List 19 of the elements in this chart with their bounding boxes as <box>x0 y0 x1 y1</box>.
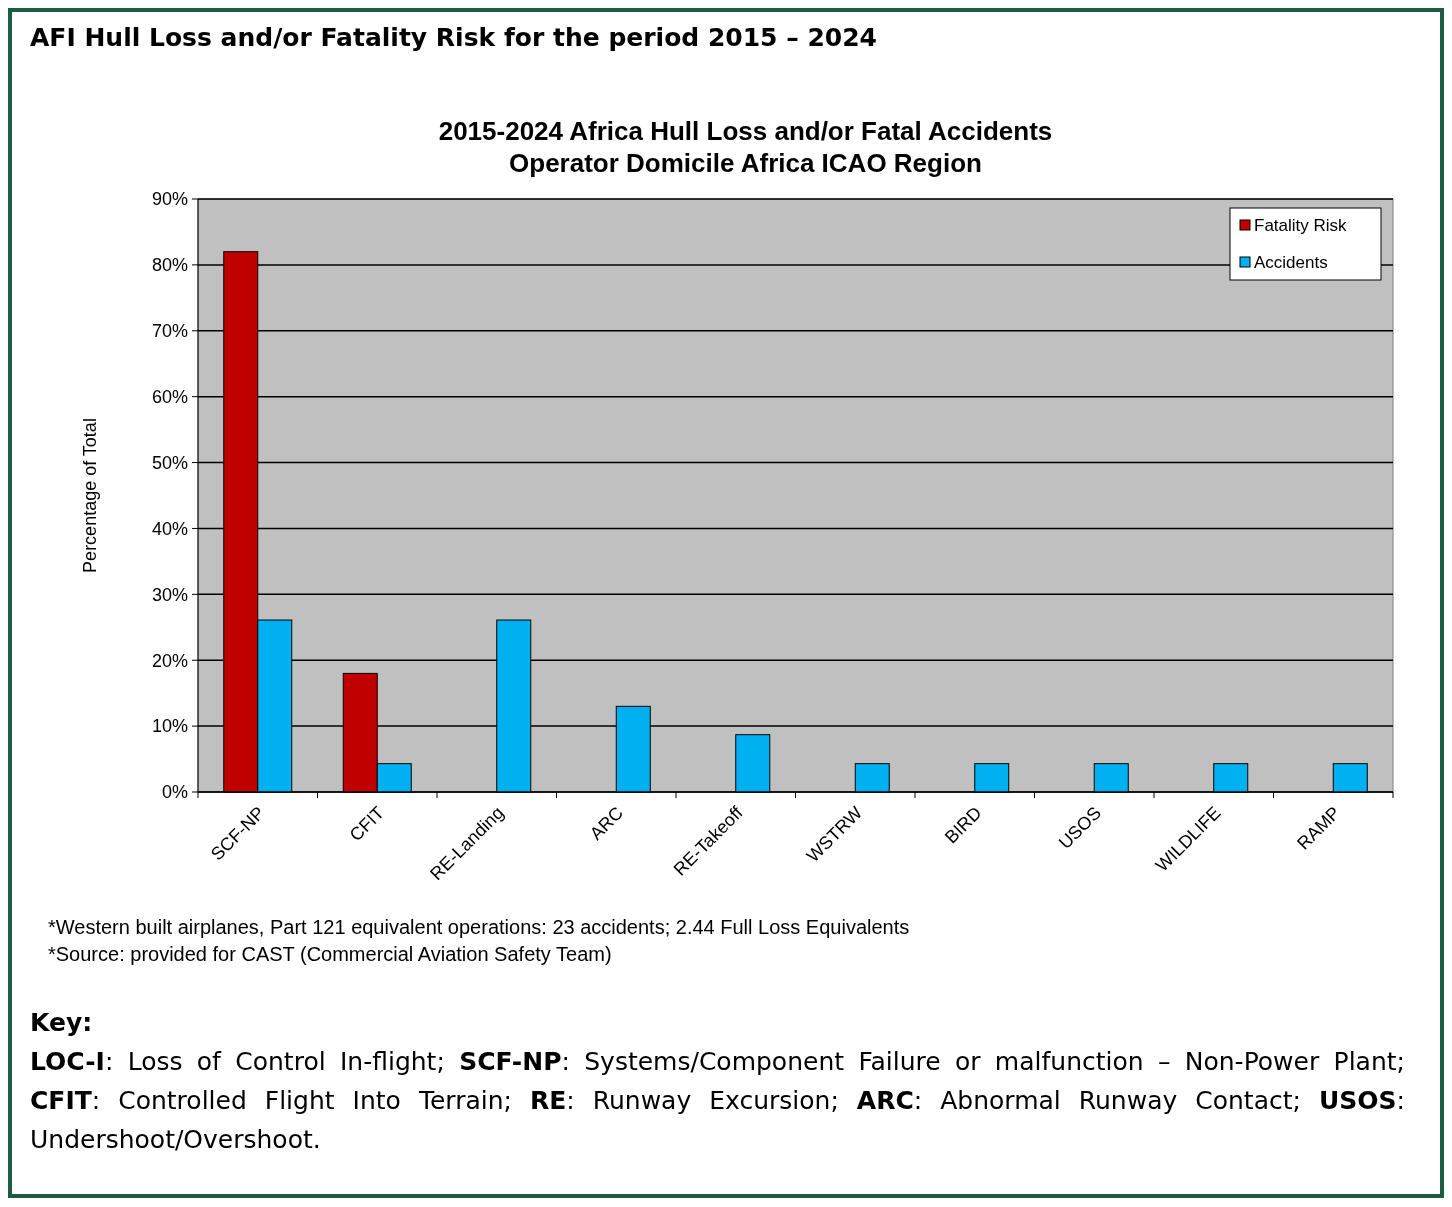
y-tick-label: 60% <box>151 386 188 407</box>
y-tick-label: 10% <box>151 716 188 737</box>
y-tick-label: 50% <box>151 452 188 473</box>
y-tick-label: 80% <box>151 255 188 276</box>
chart-title: AFI Hull Loss and/or Fatality Risk for the period 2015 – 2024 <box>30 23 877 52</box>
y-tick-label: 30% <box>151 584 188 605</box>
y-tick-label: 70% <box>151 321 188 342</box>
legend-label: Accidents <box>1254 252 1328 272</box>
text: *Western built airplanes, Part 121 equivalent operations: 23 accidents; 2.44 Full Loss Equivalents <box>48 916 910 938</box>
y-axis-title: Percentage of Total <box>80 418 100 573</box>
text: LOC-I: Loss of Control In-flight; SCF-NP: Systems/Component Failure or malfunction – Non-Power Plant; CFIT: Controlled Flight Into Terrain; RE: Runway Excursion; ARC: Abnormal Runway Contact; USOS: Undershoot/Overshoot. <box>30 1047 1405 1154</box>
text: *Source: provided for CAST (Commercial Aviation Safety Team) <box>48 943 612 965</box>
y-tick-label: 90% <box>151 189 188 210</box>
text: Key: <box>30 1008 93 1037</box>
y-tick-label: 20% <box>151 650 188 671</box>
chart-subtitle: 2015-2024 Africa Hull Loss and/or Fatal Accidents Operator Domicile Africa ICAO Region <box>438 116 1053 178</box>
y-tick-label: 40% <box>151 518 188 539</box>
y-tick-label: 0% <box>161 782 188 803</box>
legend-label: Fatality Risk <box>1254 215 1348 235</box>
